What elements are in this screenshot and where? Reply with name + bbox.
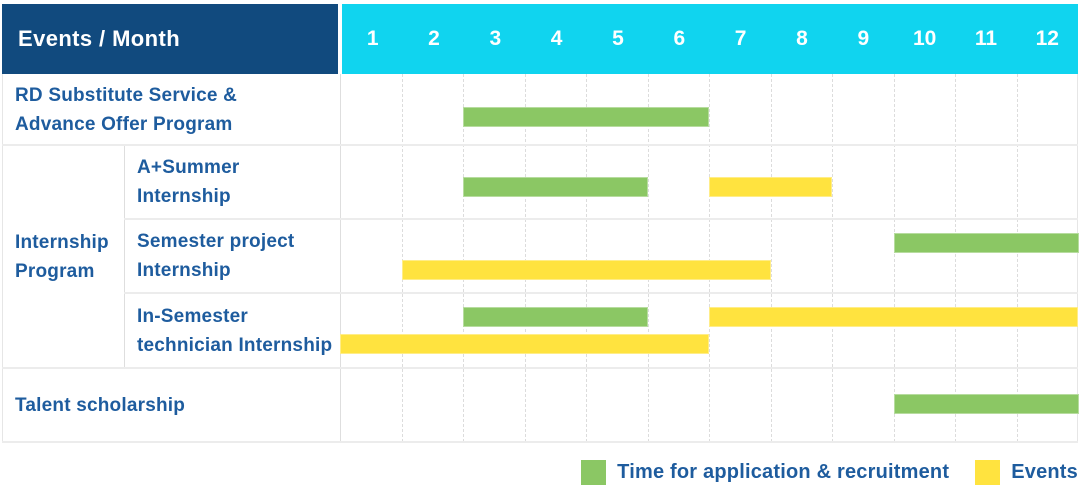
month-header-1: 1 bbox=[366, 27, 379, 50]
month-gridline bbox=[586, 74, 587, 442]
gantt-bar-application bbox=[463, 307, 648, 327]
legend-label-events: Events bbox=[1011, 461, 1078, 483]
group-subrow-divider bbox=[124, 145, 125, 368]
row-label-line: A+Summer bbox=[137, 157, 240, 178]
gantt-bar-event bbox=[340, 334, 709, 354]
month-header-11: 11 bbox=[974, 27, 998, 50]
group-label-line: Internship bbox=[15, 231, 109, 253]
row-divider bbox=[124, 218, 1078, 220]
month-gridline bbox=[1017, 74, 1018, 442]
group-label-line: Program bbox=[15, 260, 95, 282]
month-gridline bbox=[648, 74, 649, 442]
row-label-talent-scholarship: Talent scholarship bbox=[2, 368, 340, 443]
row-label-line: Advance Offer Program bbox=[15, 113, 233, 135]
month-gridline bbox=[955, 74, 956, 442]
gantt-bar-event bbox=[709, 177, 832, 197]
legend-item-events: Events bbox=[975, 460, 1078, 485]
row-label-line: Semester project bbox=[137, 231, 295, 252]
month-gridline bbox=[463, 74, 464, 442]
row-divider bbox=[2, 144, 1078, 146]
month-header-3: 3 bbox=[489, 27, 502, 50]
gantt-bar-application bbox=[463, 107, 709, 127]
gantt-bar-application bbox=[894, 233, 1079, 253]
month-header-2: 2 bbox=[428, 27, 440, 50]
table-bottom-border bbox=[2, 441, 1078, 443]
row-label-line: In-Semester bbox=[137, 305, 248, 327]
month-gridline bbox=[771, 74, 772, 442]
row-label-a-summer-internship: A+Summer Internship bbox=[124, 145, 340, 219]
gantt-bar-application bbox=[463, 177, 648, 197]
month-gridline bbox=[832, 74, 833, 442]
events-swatch-icon bbox=[975, 460, 1001, 485]
legend: Time for application & recruitment Event… bbox=[581, 460, 1078, 485]
application-swatch-icon bbox=[581, 460, 607, 485]
gantt-bar-event bbox=[709, 307, 1078, 327]
month-header-8: 8 bbox=[796, 27, 808, 50]
corner-header-label: Events / Month bbox=[18, 26, 181, 51]
row-label-in-semester-technician-internship: In-Semester technician Internship bbox=[124, 293, 340, 368]
month-header-row: 1 2 3 4 5 6 7 8 9 10 11 12 bbox=[342, 4, 1078, 74]
legend-label-application: Time for application & recruitment bbox=[617, 461, 950, 483]
group-label-internship-program: Internship Program bbox=[2, 145, 124, 368]
row-divider bbox=[124, 292, 1078, 294]
row-label-line: Internship bbox=[137, 260, 231, 281]
month-gridline bbox=[525, 74, 526, 442]
row-label-rd-substitute-service-advance-offer-program: RD Substitute Service & Advance Offer Pro… bbox=[2, 74, 340, 145]
row-label-line: Talent scholarship bbox=[15, 395, 186, 416]
labels-chart-divider bbox=[340, 74, 341, 442]
month-gridline bbox=[894, 74, 895, 442]
corner-header-cell: Events / Month bbox=[2, 4, 338, 74]
gantt-bar-event bbox=[402, 260, 771, 280]
table-left-border bbox=[2, 74, 3, 442]
month-gridline bbox=[709, 74, 710, 442]
row-label-line: technician Internship bbox=[137, 334, 333, 356]
row-label-line: Internship bbox=[137, 186, 231, 207]
row-label-semester-project-internship: Semester project Internship bbox=[124, 219, 340, 293]
month-header-5: 5 bbox=[612, 27, 624, 50]
month-header-12: 12 bbox=[1035, 27, 1059, 50]
row-label-line: RD Substitute Service & bbox=[15, 84, 238, 106]
month-gridline bbox=[402, 74, 403, 442]
month-header-7: 7 bbox=[734, 27, 747, 50]
gantt-bar-application bbox=[894, 394, 1079, 414]
table-right-border bbox=[1077, 74, 1078, 442]
row-divider bbox=[2, 367, 1078, 369]
month-header-4: 4 bbox=[550, 27, 563, 50]
legend-item-application: Time for application & recruitment bbox=[581, 460, 949, 485]
month-header-6: 6 bbox=[673, 27, 686, 50]
month-header-10: 10 bbox=[912, 27, 937, 50]
month-header-9: 9 bbox=[857, 27, 870, 50]
